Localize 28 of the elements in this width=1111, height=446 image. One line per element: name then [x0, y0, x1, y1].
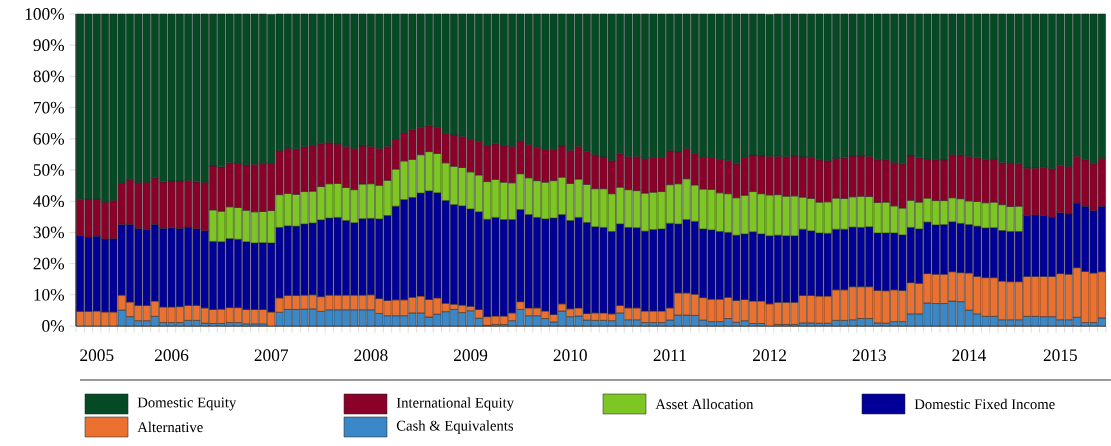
- x-tick-label: 2011: [653, 349, 686, 362]
- x-tick-label: 2010: [553, 349, 587, 362]
- y-tick-label: 90%: [33, 39, 65, 52]
- x-tick-label: 2008: [354, 349, 388, 362]
- legend-label: Domestic Equity: [137, 397, 237, 411]
- legend-label: International Equity: [396, 397, 514, 411]
- x-tick-label: 2014: [952, 349, 987, 362]
- y-tick-label: 40%: [33, 195, 65, 208]
- legend-label: Alternative: [137, 421, 203, 433]
- x-tick-label: 2009: [453, 349, 488, 362]
- x-tick-label: 2015: [1043, 349, 1077, 362]
- x-tick-label: 2007: [254, 349, 289, 362]
- x-tick-label: 2005: [80, 349, 114, 362]
- y-tick-label: 10%: [34, 288, 65, 301]
- legend-label: Asset Allocation: [655, 398, 754, 410]
- y-tick-label: 20%: [33, 257, 65, 270]
- y-tick-label: 80%: [33, 70, 65, 83]
- y-tick-label: 30%: [33, 226, 65, 239]
- y-tick-label: 0%: [42, 320, 65, 332]
- y-tick-label: 100%: [25, 8, 65, 20]
- x-tick-label: 2013: [852, 349, 886, 362]
- x-tick-label: 2012: [753, 349, 786, 362]
- y-tick-label: 50%: [33, 164, 65, 176]
- x-tick-label: 2006: [154, 349, 189, 362]
- y-tick-label: 60%: [33, 132, 65, 145]
- legend-label: Domestic Fixed Income: [914, 398, 1055, 410]
- legend-label: Cash & Equivalents: [396, 420, 514, 434]
- y-tick-label: 70%: [34, 101, 65, 114]
